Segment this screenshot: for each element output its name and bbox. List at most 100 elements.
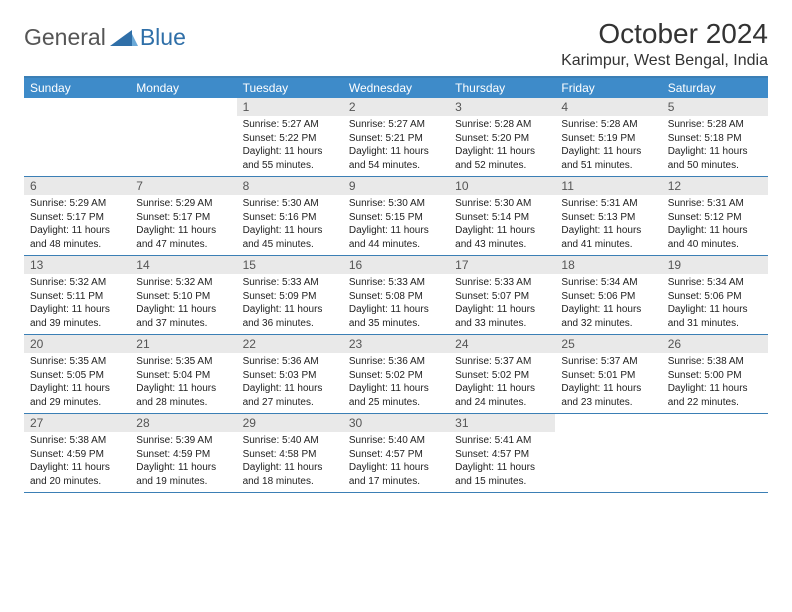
daylight-line: Daylight: 11 hours and 37 minutes. [136,303,230,330]
sunrise-line: Sunrise: 5:30 AM [349,197,443,211]
day-details: Sunrise: 5:27 AMSunset: 5:21 PMDaylight:… [343,116,449,176]
sunrise-line: Sunrise: 5:34 AM [668,276,762,290]
day-cell: 22Sunrise: 5:36 AMSunset: 5:03 PMDayligh… [237,335,343,413]
daylight-line: Daylight: 11 hours and 47 minutes. [136,224,230,251]
sunset-line: Sunset: 5:00 PM [668,369,762,383]
empty-cell [662,414,768,492]
day-details: Sunrise: 5:32 AMSunset: 5:11 PMDaylight:… [24,274,130,334]
sunset-line: Sunset: 5:10 PM [136,290,230,304]
sunrise-line: Sunrise: 5:28 AM [668,118,762,132]
week-row: 20Sunrise: 5:35 AMSunset: 5:05 PMDayligh… [24,335,768,414]
sunset-line: Sunset: 5:17 PM [30,211,124,225]
dow-friday: Friday [555,78,661,98]
day-cell: 24Sunrise: 5:37 AMSunset: 5:02 PMDayligh… [449,335,555,413]
day-cell: 13Sunrise: 5:32 AMSunset: 5:11 PMDayligh… [24,256,130,334]
daylight-line: Daylight: 11 hours and 40 minutes. [668,224,762,251]
day-details: Sunrise: 5:35 AMSunset: 5:04 PMDaylight:… [130,353,236,413]
calendar-table: SundayMondayTuesdayWednesdayThursdayFrid… [24,76,768,493]
day-cell: 9Sunrise: 5:30 AMSunset: 5:15 PMDaylight… [343,177,449,255]
sunrise-line: Sunrise: 5:41 AM [455,434,549,448]
day-number: 7 [130,177,236,195]
sunset-line: Sunset: 5:09 PM [243,290,337,304]
daylight-line: Daylight: 11 hours and 24 minutes. [455,382,549,409]
day-cell: 7Sunrise: 5:29 AMSunset: 5:17 PMDaylight… [130,177,236,255]
day-number: 3 [449,98,555,116]
sunrise-line: Sunrise: 5:38 AM [668,355,762,369]
week-row: 13Sunrise: 5:32 AMSunset: 5:11 PMDayligh… [24,256,768,335]
sunrise-line: Sunrise: 5:29 AM [30,197,124,211]
day-number: 4 [555,98,661,116]
day-number: 23 [343,335,449,353]
sunset-line: Sunset: 5:17 PM [136,211,230,225]
daylight-line: Daylight: 11 hours and 51 minutes. [561,145,655,172]
day-number: 20 [24,335,130,353]
day-cell: 21Sunrise: 5:35 AMSunset: 5:04 PMDayligh… [130,335,236,413]
day-details: Sunrise: 5:31 AMSunset: 5:12 PMDaylight:… [662,195,768,255]
day-cell: 19Sunrise: 5:34 AMSunset: 5:06 PMDayligh… [662,256,768,334]
day-number: 12 [662,177,768,195]
daylight-line: Daylight: 11 hours and 25 minutes. [349,382,443,409]
sunrise-line: Sunrise: 5:37 AM [455,355,549,369]
daylight-line: Daylight: 11 hours and 52 minutes. [455,145,549,172]
day-number: 13 [24,256,130,274]
day-cell: 30Sunrise: 5:40 AMSunset: 4:57 PMDayligh… [343,414,449,492]
sunset-line: Sunset: 4:57 PM [349,448,443,462]
day-cell: 20Sunrise: 5:35 AMSunset: 5:05 PMDayligh… [24,335,130,413]
sunrise-line: Sunrise: 5:38 AM [30,434,124,448]
sunrise-line: Sunrise: 5:40 AM [349,434,443,448]
location-subtitle: Karimpur, West Bengal, India [561,52,768,70]
day-details: Sunrise: 5:28 AMSunset: 5:19 PMDaylight:… [555,116,661,176]
sunrise-line: Sunrise: 5:37 AM [561,355,655,369]
daylight-line: Daylight: 11 hours and 35 minutes. [349,303,443,330]
daylight-line: Daylight: 11 hours and 32 minutes. [561,303,655,330]
day-cell: 4Sunrise: 5:28 AMSunset: 5:19 PMDaylight… [555,98,661,176]
daylight-line: Daylight: 11 hours and 55 minutes. [243,145,337,172]
daylight-line: Daylight: 11 hours and 48 minutes. [30,224,124,251]
brand-text-blue: Blue [140,24,186,51]
sunrise-line: Sunrise: 5:31 AM [668,197,762,211]
day-number: 8 [237,177,343,195]
daylight-line: Daylight: 11 hours and 45 minutes. [243,224,337,251]
title-block: October 2024 Karimpur, West Bengal, Indi… [561,18,768,70]
day-cell: 18Sunrise: 5:34 AMSunset: 5:06 PMDayligh… [555,256,661,334]
day-number: 5 [662,98,768,116]
day-details: Sunrise: 5:28 AMSunset: 5:18 PMDaylight:… [662,116,768,176]
day-details: Sunrise: 5:34 AMSunset: 5:06 PMDaylight:… [662,274,768,334]
day-details: Sunrise: 5:33 AMSunset: 5:08 PMDaylight:… [343,274,449,334]
empty-cell [24,98,130,176]
day-number: 17 [449,256,555,274]
day-number: 11 [555,177,661,195]
daylight-line: Daylight: 11 hours and 31 minutes. [668,303,762,330]
dow-wednesday: Wednesday [343,78,449,98]
sunrise-line: Sunrise: 5:28 AM [561,118,655,132]
daylight-line: Daylight: 11 hours and 39 minutes. [30,303,124,330]
day-details: Sunrise: 5:40 AMSunset: 4:57 PMDaylight:… [343,432,449,492]
sunset-line: Sunset: 5:16 PM [243,211,337,225]
day-number: 18 [555,256,661,274]
week-row: 6Sunrise: 5:29 AMSunset: 5:17 PMDaylight… [24,177,768,256]
daylight-line: Daylight: 11 hours and 36 minutes. [243,303,337,330]
daylight-line: Daylight: 11 hours and 15 minutes. [455,461,549,488]
day-of-week-header: SundayMondayTuesdayWednesdayThursdayFrid… [24,78,768,98]
day-cell: 23Sunrise: 5:36 AMSunset: 5:02 PMDayligh… [343,335,449,413]
sunset-line: Sunset: 5:13 PM [561,211,655,225]
day-details: Sunrise: 5:33 AMSunset: 5:07 PMDaylight:… [449,274,555,334]
sunrise-line: Sunrise: 5:31 AM [561,197,655,211]
day-details: Sunrise: 5:28 AMSunset: 5:20 PMDaylight:… [449,116,555,176]
day-number: 16 [343,256,449,274]
sunrise-line: Sunrise: 5:34 AM [561,276,655,290]
sunset-line: Sunset: 5:03 PM [243,369,337,383]
sunset-line: Sunset: 5:02 PM [349,369,443,383]
daylight-line: Daylight: 11 hours and 27 minutes. [243,382,337,409]
day-cell: 31Sunrise: 5:41 AMSunset: 4:57 PMDayligh… [449,414,555,492]
sunrise-line: Sunrise: 5:30 AM [455,197,549,211]
day-cell: 1Sunrise: 5:27 AMSunset: 5:22 PMDaylight… [237,98,343,176]
sunset-line: Sunset: 5:01 PM [561,369,655,383]
sunset-line: Sunset: 5:08 PM [349,290,443,304]
day-details: Sunrise: 5:36 AMSunset: 5:02 PMDaylight:… [343,353,449,413]
daylight-line: Daylight: 11 hours and 19 minutes. [136,461,230,488]
sunset-line: Sunset: 5:04 PM [136,369,230,383]
brand-text-general: General [24,24,106,51]
day-number: 30 [343,414,449,432]
day-cell: 14Sunrise: 5:32 AMSunset: 5:10 PMDayligh… [130,256,236,334]
